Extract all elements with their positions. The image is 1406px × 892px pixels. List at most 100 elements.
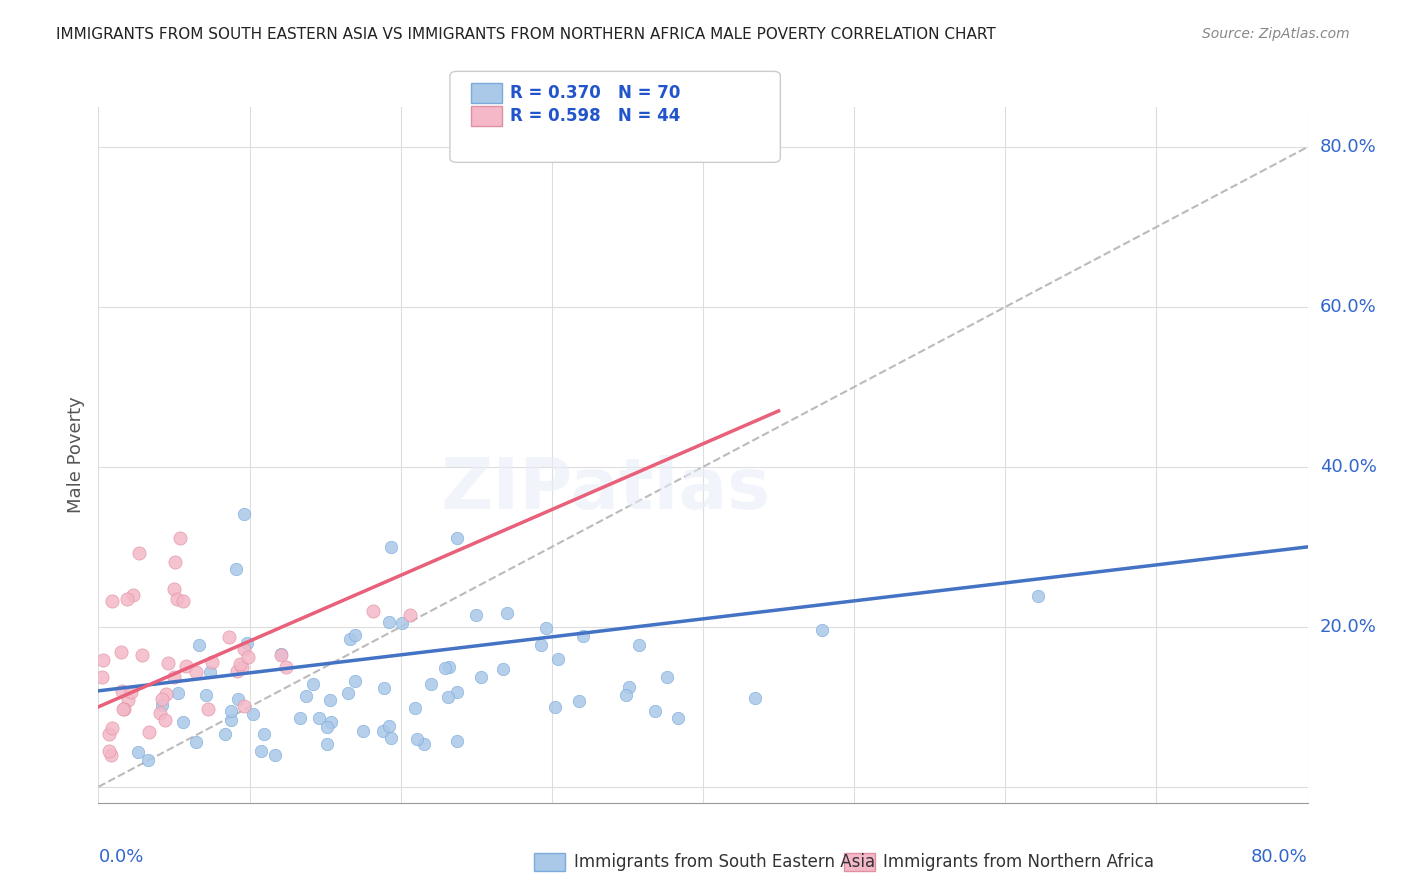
Point [811, 624, 834, 638]
Point [233, 642, 256, 657]
Point [186, 665, 208, 680]
Point [628, 638, 651, 652]
Point [225, 665, 247, 679]
Point [111, 684, 134, 698]
Point [547, 652, 569, 666]
Point [197, 702, 219, 716]
Point [344, 628, 367, 642]
Point [157, 657, 180, 671]
Point [187, 639, 209, 653]
Point [100, 747, 122, 762]
Point [101, 594, 124, 608]
Point [163, 555, 186, 569]
Point [470, 670, 492, 684]
Point [110, 645, 132, 659]
Text: 80.0%: 80.0% [1251, 848, 1308, 866]
Point [290, 710, 312, 724]
Point [405, 701, 427, 715]
Point [464, 608, 486, 623]
Point [572, 629, 595, 643]
Point [100, 721, 122, 735]
Text: R = 0.370   N = 70: R = 0.370 N = 70 [510, 84, 681, 102]
Point [270, 648, 292, 663]
Point [319, 715, 342, 730]
Point [373, 723, 395, 738]
Point [167, 686, 190, 700]
Point [155, 713, 177, 727]
Point [219, 704, 242, 718]
Text: R = 0.598   N = 44: R = 0.598 N = 44 [510, 107, 681, 125]
Point [214, 727, 236, 741]
Point [136, 754, 159, 768]
Point [131, 648, 153, 663]
Point [391, 616, 413, 631]
Point [236, 650, 259, 665]
Point [363, 604, 385, 618]
Point [117, 592, 139, 607]
Text: Source: ZipAtlas.com: Source: ZipAtlas.com [1202, 27, 1350, 41]
Point [315, 737, 337, 751]
Text: Immigrants from Northern Africa: Immigrants from Northern Africa [883, 853, 1154, 871]
Point [150, 698, 173, 713]
Point [439, 660, 461, 674]
Point [242, 707, 264, 722]
Point [149, 706, 172, 720]
Point [264, 747, 287, 762]
Point [231, 660, 253, 674]
Point [534, 621, 557, 635]
Text: 60.0%: 60.0% [1320, 298, 1376, 316]
Point [219, 714, 242, 728]
Text: 80.0%: 80.0% [1320, 138, 1376, 156]
Point [1028, 589, 1050, 603]
Point [155, 687, 177, 701]
Point [122, 588, 145, 602]
Text: 20.0%: 20.0% [1320, 618, 1376, 636]
Point [344, 673, 367, 688]
Point [270, 648, 292, 662]
Point [233, 508, 256, 522]
Point [98, 726, 121, 740]
Point [276, 660, 298, 674]
Point [112, 702, 135, 716]
Point [128, 546, 150, 560]
Point [225, 562, 247, 576]
Point [744, 690, 766, 705]
Point [352, 723, 374, 738]
Point [184, 735, 207, 749]
Point [172, 594, 194, 608]
Point [380, 731, 402, 745]
Text: Immigrants from South Eastern Asia: Immigrants from South Eastern Asia [574, 853, 875, 871]
Point [166, 591, 188, 606]
Point [316, 720, 339, 734]
Point [446, 532, 468, 546]
Point [172, 715, 194, 730]
Point [232, 698, 254, 713]
Point [169, 532, 191, 546]
Point [229, 657, 252, 671]
Point [446, 733, 468, 747]
Point [174, 659, 197, 673]
Point [201, 656, 224, 670]
Point [90, 670, 112, 684]
Point [253, 727, 276, 741]
Point [150, 691, 173, 706]
Point [250, 744, 273, 758]
Point [399, 607, 422, 622]
Point [138, 724, 160, 739]
Point [568, 694, 591, 708]
Point [218, 630, 240, 644]
Point [378, 615, 401, 629]
Text: 40.0%: 40.0% [1320, 458, 1376, 476]
Point [319, 693, 342, 707]
Point [412, 737, 434, 751]
Point [236, 636, 259, 650]
Point [339, 632, 361, 646]
Point [644, 704, 666, 718]
Point [666, 711, 689, 725]
Point [380, 540, 402, 554]
Text: IMMIGRANTS FROM SOUTH EASTERN ASIA VS IMMIGRANTS FROM NORTHERN AFRICA MALE POVER: IMMIGRANTS FROM SOUTH EASTERN ASIA VS IM… [56, 27, 995, 42]
Point [117, 693, 139, 707]
Point [614, 689, 637, 703]
Point [529, 638, 551, 652]
Point [446, 685, 468, 699]
